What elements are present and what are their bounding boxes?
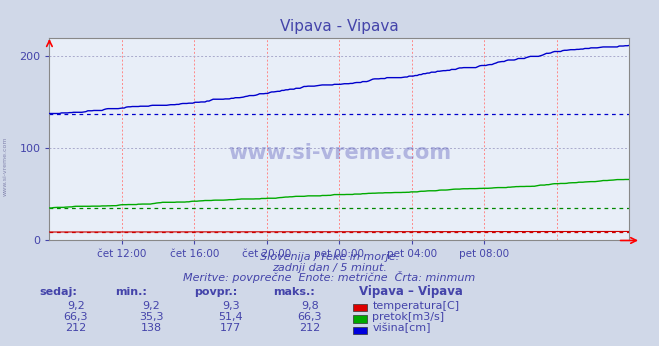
- Text: sedaj:: sedaj:: [40, 287, 77, 297]
- Text: www.si-vreme.com: www.si-vreme.com: [3, 136, 8, 196]
- Text: 212: 212: [65, 324, 86, 334]
- Text: 9,2: 9,2: [143, 301, 160, 311]
- Text: 51,4: 51,4: [218, 312, 243, 322]
- Text: min.:: min.:: [115, 287, 147, 297]
- Text: 66,3: 66,3: [63, 312, 88, 322]
- Text: Meritve: povprečne  Enote: metrične  Črta: minmum: Meritve: povprečne Enote: metrične Črta:…: [183, 271, 476, 283]
- Text: Vipava – Vipava: Vipava – Vipava: [359, 285, 463, 298]
- Text: 212: 212: [299, 324, 320, 334]
- Text: povpr.:: povpr.:: [194, 287, 238, 297]
- Text: 35,3: 35,3: [139, 312, 164, 322]
- Text: 177: 177: [220, 324, 241, 334]
- Title: Vipava - Vipava: Vipava - Vipava: [280, 19, 399, 34]
- Text: zadnji dan / 5 minut.: zadnji dan / 5 minut.: [272, 263, 387, 273]
- Text: višina[cm]: višina[cm]: [372, 323, 431, 334]
- Text: 9,3: 9,3: [222, 301, 239, 311]
- Text: temperatura[C]: temperatura[C]: [372, 301, 459, 311]
- Text: 66,3: 66,3: [297, 312, 322, 322]
- Text: www.si-vreme.com: www.si-vreme.com: [228, 144, 451, 163]
- Text: pretok[m3/s]: pretok[m3/s]: [372, 312, 444, 322]
- Text: maks.:: maks.:: [273, 287, 315, 297]
- Text: Slovenija / reke in morje.: Slovenija / reke in morje.: [260, 252, 399, 262]
- Text: 9,8: 9,8: [301, 301, 318, 311]
- Text: 9,2: 9,2: [67, 301, 84, 311]
- Text: 138: 138: [141, 324, 162, 334]
